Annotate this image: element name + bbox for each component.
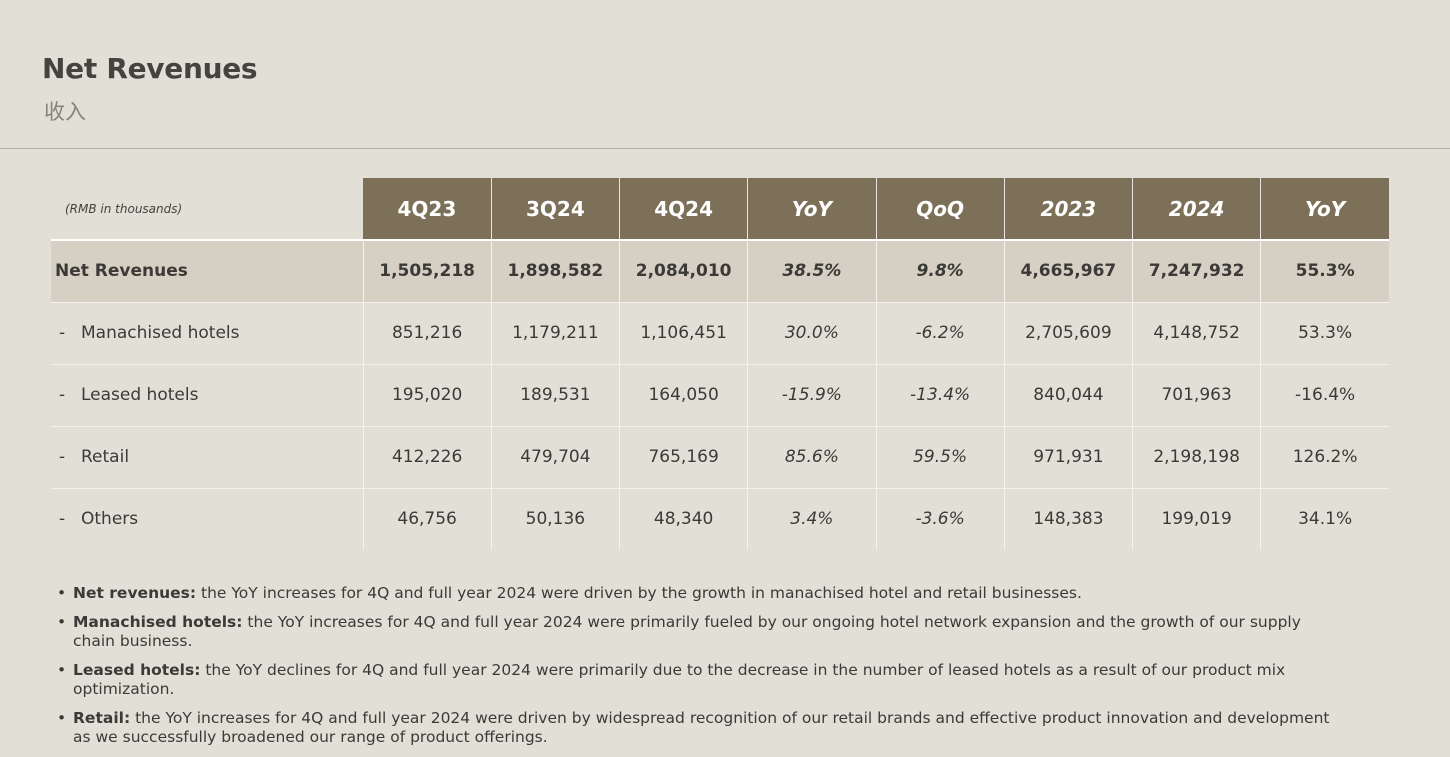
row-label: - Others (51, 487, 363, 550)
cell-2024: 4,148,752 (1131, 301, 1261, 364)
col-header-qoq: QoQ (875, 178, 1005, 240)
note-text: the YoY increases for 4Q and full year 2… (73, 613, 1301, 650)
table-row-leased-hotels: - Leased hotels 195,020 189,531 164,050 -… (51, 363, 1389, 426)
cell-2023: 971,931 (1003, 425, 1133, 488)
cell-quarter-yoy: 30.0% (747, 301, 876, 364)
row-label: - Manachised hotels (51, 301, 363, 364)
note-text: the YoY increases for 4Q and full year 2… (196, 584, 1082, 602)
cell-qoq: -3.6% (875, 487, 1005, 550)
notes-list: Net revenues: the YoY increases for 4Q a… (57, 584, 1347, 757)
note-net-revenues: Net revenues: the YoY increases for 4Q a… (57, 584, 1347, 603)
page-title: Net Revenues (42, 52, 258, 85)
cell-quarter-yoy: 38.5% (747, 239, 876, 302)
cell-4q24: 164,050 (618, 363, 748, 426)
cell-quarter-yoy: 85.6% (747, 425, 876, 488)
cell-4q24: 765,169 (618, 425, 748, 488)
col-header-quarter-yoy: YoY (747, 178, 876, 240)
cell-annual-yoy: 34.1% (1260, 487, 1389, 550)
row-label-text: Net Revenues (55, 261, 188, 282)
note-manachised-hotels: Manachised hotels: the YoY increases for… (57, 613, 1347, 651)
unit-label: (RMB in thousands) (51, 178, 363, 241)
cell-2024: 2,198,198 (1131, 425, 1261, 488)
row-label-text: Leased hotels (81, 385, 199, 405)
note-text: the YoY increases for 4Q and full year 2… (73, 709, 1330, 746)
cell-4q23: 851,216 (362, 301, 492, 364)
cell-annual-yoy: 53.3% (1260, 301, 1389, 364)
cell-3q24: 50,136 (490, 487, 620, 550)
cell-quarter-yoy: -15.9% (747, 363, 876, 426)
cell-qoq: 9.8% (875, 239, 1005, 302)
cell-4q23: 46,756 (362, 487, 492, 550)
note-text: the YoY declines for 4Q and full year 20… (73, 661, 1286, 698)
net-revenues-table: (RMB in thousands) 4Q23 3Q24 4Q24 YoY Qo… (51, 178, 1389, 550)
table-row-retail: - Retail 412,226 479,704 765,169 85.6% 59… (51, 425, 1389, 488)
col-header-4q23: 4Q23 (363, 178, 492, 240)
row-label-text: Others (81, 509, 139, 530)
col-header-2024: 2024 (1131, 178, 1261, 240)
cell-4q23: 1,505,218 (362, 239, 492, 302)
col-header-4q24: 4Q24 (618, 178, 748, 240)
table-header-row: (RMB in thousands) 4Q23 3Q24 4Q24 YoY Qo… (51, 178, 1389, 241)
cell-qoq: 59.5% (875, 425, 1005, 488)
note-heading: Retail: (73, 709, 131, 727)
note-heading: Manachised hotels: (73, 613, 243, 631)
row-label-text: Retail (81, 447, 130, 467)
note-leased-hotels: Leased hotels: the YoY declines for 4Q a… (57, 661, 1347, 699)
page-subtitle: 收入 (44, 100, 86, 124)
col-header-2023: 2023 (1003, 178, 1133, 240)
cell-2023: 148,383 (1003, 487, 1133, 550)
cell-2023: 4,665,967 (1003, 239, 1133, 302)
title-divider (0, 148, 1450, 149)
note-heading: Leased hotels: (73, 661, 201, 679)
row-label: - Leased hotels (51, 363, 363, 426)
cell-4q24: 2,084,010 (618, 239, 748, 302)
cell-3q24: 189,531 (490, 363, 620, 426)
cell-qoq: -13.4% (875, 363, 1005, 426)
table-row-net-revenues: Net Revenues 1,505,218 1,898,582 2,084,0… (51, 239, 1389, 302)
cell-2023: 2,705,609 (1003, 301, 1133, 364)
cell-3q24: 1,179,211 (490, 301, 620, 364)
cell-quarter-yoy: 3.4% (747, 487, 876, 550)
cell-annual-yoy: -16.4% (1260, 363, 1389, 426)
row-dash: - (59, 323, 66, 343)
row-dash: - (59, 509, 66, 530)
note-retail: Retail: the YoY increases for 4Q and ful… (57, 709, 1347, 747)
cell-qoq: -6.2% (875, 301, 1005, 364)
row-label-text: Manachised hotels (81, 323, 240, 343)
cell-3q24: 479,704 (490, 425, 620, 488)
cell-4q23: 195,020 (362, 363, 492, 426)
row-label: - Retail (51, 425, 363, 488)
cell-2024: 199,019 (1131, 487, 1261, 550)
cell-2024: 701,963 (1131, 363, 1261, 426)
note-heading: Net revenues: (73, 584, 197, 602)
cell-2023: 840,044 (1003, 363, 1133, 426)
table-row-manachised-hotels: - Manachised hotels 851,216 1,179,211 1,1… (51, 301, 1389, 364)
row-dash: - (59, 385, 66, 405)
cell-4q23: 412,226 (362, 425, 492, 488)
cell-4q24: 48,340 (618, 487, 748, 550)
cell-annual-yoy: 55.3% (1260, 239, 1389, 302)
cell-3q24: 1,898,582 (490, 239, 620, 302)
cell-4q24: 1,106,451 (618, 301, 748, 364)
row-label: Net Revenues (51, 239, 363, 302)
table-row-others: - Others 46,756 50,136 48,340 3.4% -3.6% … (51, 487, 1389, 550)
cell-2024: 7,247,932 (1131, 239, 1261, 302)
col-header-annual-yoy: YoY (1260, 178, 1389, 240)
col-header-3q24: 3Q24 (490, 178, 620, 240)
row-dash: - (59, 447, 66, 467)
cell-annual-yoy: 126.2% (1260, 425, 1389, 488)
